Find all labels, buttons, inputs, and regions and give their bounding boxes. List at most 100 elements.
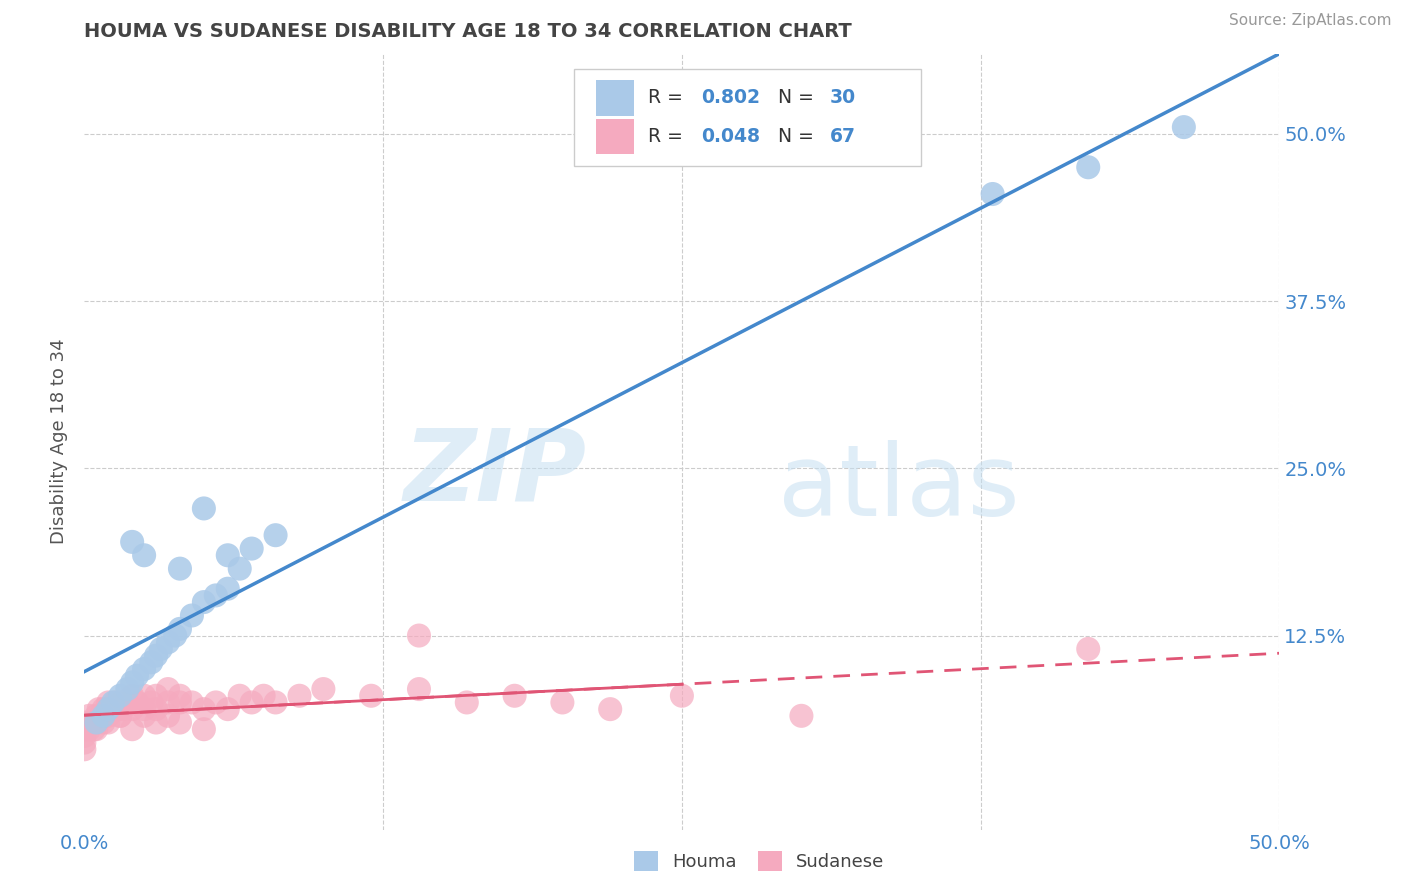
- FancyBboxPatch shape: [596, 80, 634, 116]
- Point: [97, 702, 120, 716]
- Point: [121, 535, 143, 549]
- Point: [86, 715, 108, 730]
- Point: [101, 702, 124, 716]
- Point: [240, 696, 263, 710]
- Point: [125, 669, 148, 683]
- Point: [1173, 120, 1195, 135]
- Point: [456, 696, 478, 710]
- Point: [73, 723, 96, 737]
- Point: [145, 702, 167, 716]
- Point: [193, 702, 215, 716]
- Point: [157, 635, 180, 649]
- Point: [205, 696, 228, 710]
- FancyBboxPatch shape: [596, 119, 634, 154]
- Point: [77, 708, 100, 723]
- Point: [121, 723, 143, 737]
- Point: [253, 689, 276, 703]
- Text: Source: ZipAtlas.com: Source: ZipAtlas.com: [1229, 13, 1392, 29]
- Text: N =: N =: [778, 127, 820, 146]
- Text: N =: N =: [778, 88, 820, 107]
- Point: [360, 689, 382, 703]
- Point: [217, 702, 239, 716]
- Point: [193, 723, 215, 737]
- Point: [132, 662, 156, 676]
- Point: [132, 702, 156, 716]
- Text: 0.802: 0.802: [702, 88, 761, 107]
- Y-axis label: Disability Age 18 to 34: Disability Age 18 to 34: [51, 339, 69, 544]
- Point: [117, 681, 139, 696]
- Point: [264, 696, 287, 710]
- Point: [121, 702, 143, 716]
- Point: [165, 628, 187, 642]
- Point: [125, 696, 148, 710]
- Point: [141, 696, 163, 710]
- Text: 67: 67: [830, 127, 856, 146]
- Point: [94, 708, 117, 723]
- Point: [93, 708, 115, 723]
- Point: [101, 696, 124, 710]
- Point: [145, 689, 167, 703]
- Text: R =: R =: [648, 127, 689, 146]
- Point: [288, 689, 311, 703]
- Point: [157, 696, 180, 710]
- Point: [97, 702, 120, 716]
- Point: [408, 681, 430, 696]
- Point: [169, 622, 191, 636]
- Point: [111, 702, 134, 716]
- Point: [1077, 161, 1099, 175]
- Point: [193, 501, 215, 516]
- Point: [73, 729, 96, 743]
- Point: [93, 702, 115, 716]
- Point: [145, 648, 167, 663]
- Point: [97, 708, 120, 723]
- Point: [1077, 642, 1099, 657]
- Point: [193, 595, 215, 609]
- Point: [240, 541, 263, 556]
- Point: [80, 715, 103, 730]
- Point: [551, 696, 574, 710]
- Point: [157, 681, 180, 696]
- Point: [169, 696, 191, 710]
- Text: 0.048: 0.048: [702, 127, 761, 146]
- Point: [312, 681, 335, 696]
- Point: [169, 689, 191, 703]
- Point: [169, 562, 191, 576]
- Point: [110, 708, 132, 723]
- Point: [77, 723, 100, 737]
- Point: [149, 642, 172, 657]
- Point: [981, 187, 1004, 202]
- Point: [217, 548, 239, 563]
- Point: [110, 696, 132, 710]
- Legend: Houma, Sudanese: Houma, Sudanese: [627, 844, 891, 879]
- Text: 30: 30: [830, 88, 856, 107]
- Point: [229, 689, 252, 703]
- Point: [110, 708, 132, 723]
- Point: [73, 715, 96, 730]
- Point: [181, 696, 204, 710]
- FancyBboxPatch shape: [575, 69, 921, 166]
- Point: [93, 715, 115, 730]
- Text: ZIP: ZIP: [404, 424, 586, 521]
- Point: [671, 689, 693, 703]
- Point: [145, 715, 167, 730]
- Point: [121, 675, 143, 690]
- Point: [205, 589, 228, 603]
- Point: [181, 608, 204, 623]
- Point: [408, 628, 430, 642]
- Point: [217, 582, 239, 596]
- Point: [86, 715, 108, 730]
- Point: [503, 689, 526, 703]
- Point: [97, 715, 120, 730]
- Point: [132, 689, 156, 703]
- Text: R =: R =: [648, 88, 689, 107]
- Point: [73, 735, 96, 749]
- Point: [132, 548, 156, 563]
- Point: [73, 742, 96, 756]
- Point: [169, 715, 191, 730]
- Point: [790, 708, 813, 723]
- Point: [87, 702, 110, 716]
- Point: [86, 723, 108, 737]
- Point: [141, 655, 163, 669]
- Point: [104, 696, 127, 710]
- Point: [121, 689, 143, 703]
